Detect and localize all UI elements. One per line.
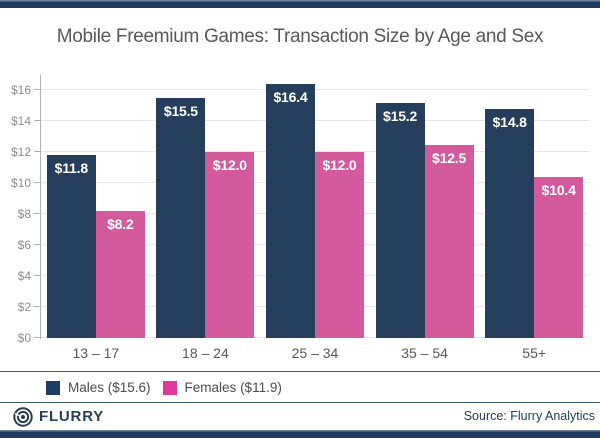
y-axis-tick [34, 182, 40, 184]
gridline [41, 151, 589, 153]
y-axis-tick-label: $14 [10, 114, 31, 129]
females-bar: $12.0 [314, 152, 364, 338]
bar-value-label: $12.5 [432, 149, 467, 166]
brand-name: FLURRY [39, 408, 105, 425]
x-axis-category-label: 55+ [522, 345, 547, 361]
males-bar: $15.2 [375, 102, 425, 338]
males-bar: $11.8 [46, 155, 96, 338]
footer-brand: FLURRY [12, 405, 104, 428]
x-axis-category-label: 13 – 17 [72, 345, 120, 361]
males-bar: $16.4 [265, 84, 315, 338]
y-axis-tick [34, 151, 40, 153]
bar-value-label: $15.2 [383, 107, 418, 124]
bar-group-4: $15.2 $12.5 [370, 75, 480, 338]
x-axis-category-label: 35 – 54 [401, 345, 448, 361]
bar-value-label: $12.0 [322, 157, 357, 174]
y-axis-tick-label: $12 [10, 145, 31, 160]
y-axis-tick-label: $4 [17, 269, 31, 284]
legend-swatch [46, 380, 60, 395]
bar-group-1: $11.8 $8.2 [41, 75, 151, 338]
y-axis-tick [34, 120, 40, 122]
bar-group-2: $15.5 $12.0 [151, 75, 261, 338]
y-axis-tick [34, 275, 40, 277]
bottom-frame-bar [0, 430, 600, 438]
y-axis-tick-label: $8 [17, 207, 31, 222]
bar-value-label: $16.4 [273, 89, 308, 106]
y-axis-tick [34, 89, 40, 91]
bar-value-label: $11.8 [54, 160, 88, 177]
males-bar: $15.5 [156, 98, 206, 338]
x-axis-category-label: 25 – 34 [291, 345, 339, 361]
flurry-logo-icon [12, 406, 34, 428]
legend-label: Males ($15.6) [68, 380, 151, 395]
plot-area: $11.8 $8.2 $15.5 $12.0 $16.4 $12.0 $15.2 $12.5 $… [11, 75, 589, 344]
x-axis-labels: 13 – 17 18 – 24 25 – 34 35 – 54 55+ [41, 345, 589, 361]
y-axis-tick [34, 244, 40, 246]
y-axis-tick [34, 306, 40, 308]
source-attribution: Source: Flurry Analytics [463, 409, 595, 423]
females-bar: $12.5 [424, 144, 474, 338]
females-bar: $8.2 [95, 211, 145, 338]
bar-group-5: $14.8 $10.4 [479, 75, 589, 338]
bar-value-label: $8.2 [107, 216, 134, 233]
x-axis-category-label: 18 – 24 [182, 345, 229, 361]
legend-label: Females ($11.9) [184, 380, 282, 395]
legend-swatch [162, 380, 177, 395]
y-axis-line [40, 75, 41, 339]
y-axis-tick-label: $2 [17, 300, 31, 315]
females-bar: $10.4 [534, 177, 584, 338]
bar-groups: $11.8 $8.2 $15.5 $12.0 $16.4 $12.0 $15.2 $12.5 $… [41, 75, 589, 338]
gridline [41, 89, 589, 91]
legend-item-females: Females ($11.9) [162, 380, 282, 395]
y-axis-tick-label: $0 [17, 331, 31, 345]
males-bar: $14.8 [485, 109, 535, 338]
y-axis-tick-label: $10 [10, 176, 31, 191]
y-axis-tick-label: $16 [10, 83, 31, 98]
chart-legend: Males ($15.6) Females ($11.9) [46, 380, 294, 395]
legend-divider-top [0, 371, 600, 372]
legend-item-males: Males ($15.6) [46, 380, 151, 395]
bar-value-label: $12.0 [212, 157, 247, 174]
bar-group-3: $16.4 $12.0 [260, 75, 370, 338]
bar-value-label: $15.5 [163, 103, 198, 120]
legend-divider-bottom [0, 402, 600, 403]
top-frame-bar [0, 0, 600, 8]
y-axis-tick [34, 337, 40, 338]
y-axis-tick-label: $6 [17, 238, 31, 253]
y-axis-tick [34, 213, 40, 215]
bar-value-label: $10.4 [541, 182, 576, 199]
bar-value-label: $14.8 [492, 114, 527, 131]
females-bar: $12.0 [205, 152, 255, 338]
gridline [41, 120, 589, 122]
chart-title: Mobile Freemium Games: Transaction Size … [56, 26, 544, 47]
